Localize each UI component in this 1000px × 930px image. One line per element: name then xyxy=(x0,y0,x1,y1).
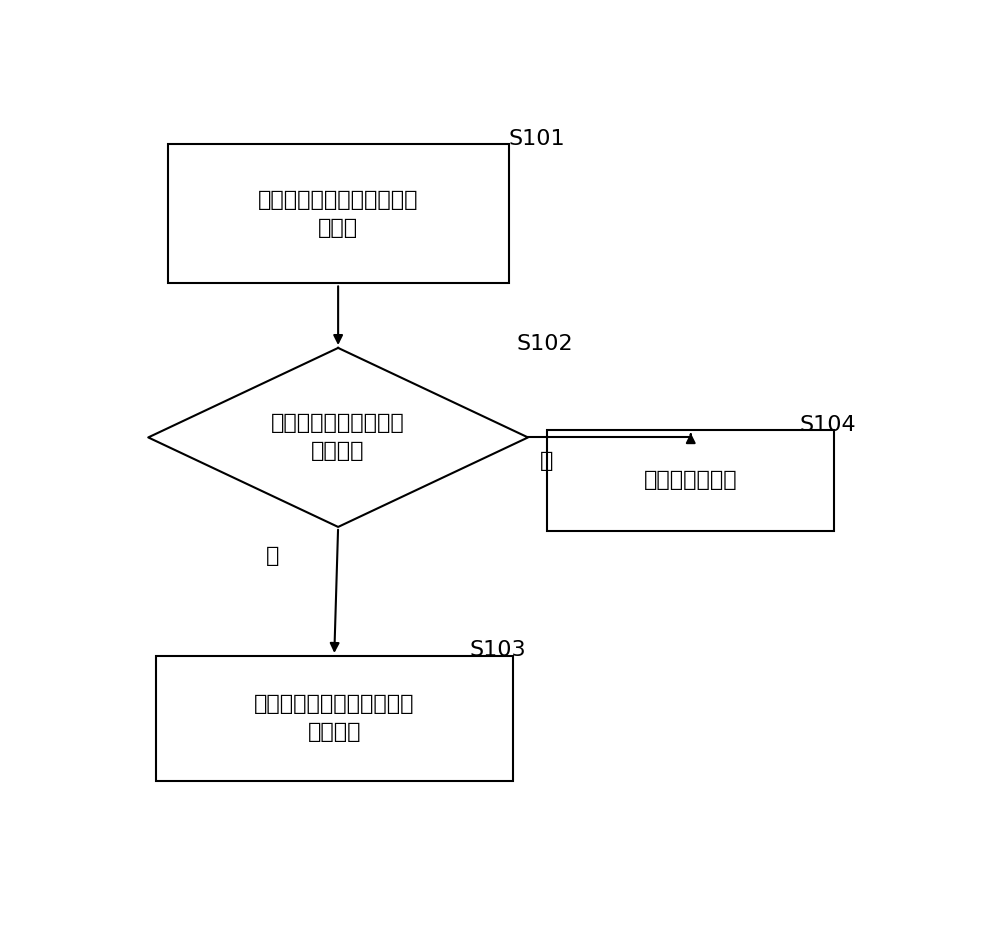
Bar xyxy=(168,144,509,284)
Bar xyxy=(547,431,834,530)
Polygon shape xyxy=(148,348,528,527)
Text: S101: S101 xyxy=(509,129,565,149)
Text: 判断图形是否为预设的
手势图形: 判断图形是否为预设的 手势图形 xyxy=(271,414,405,461)
Text: 确定为无效图形: 确定为无效图形 xyxy=(644,471,738,490)
Text: 获取用户在文档显示界面画
的图形: 获取用户在文档显示界面画 的图形 xyxy=(258,190,418,238)
Text: 执行预设的手势图形对应的
文档操作: 执行预设的手势图形对应的 文档操作 xyxy=(254,695,415,742)
Text: S104: S104 xyxy=(799,416,856,435)
Text: 是: 是 xyxy=(266,546,279,565)
Bar xyxy=(156,656,512,781)
Text: S102: S102 xyxy=(516,334,573,354)
Text: S103: S103 xyxy=(470,640,526,660)
Text: 否: 否 xyxy=(540,451,553,472)
